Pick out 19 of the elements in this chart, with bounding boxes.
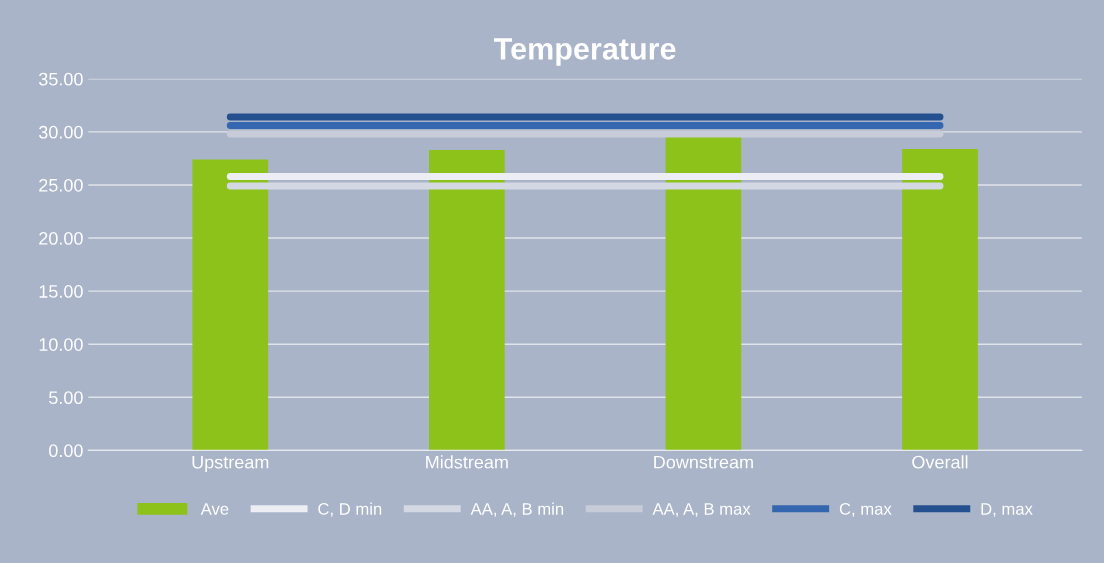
x-tick-label: Upstream bbox=[192, 455, 269, 473]
legend-label: D, max bbox=[981, 503, 1033, 517]
x-tick-label: Midstream bbox=[426, 455, 508, 469]
x-tick-label: Overall bbox=[912, 455, 968, 469]
y-tick-label: 10.00 bbox=[39, 338, 83, 351]
legend-label: AA, A, B max bbox=[652, 503, 751, 517]
x-tick-label: Downstream bbox=[654, 455, 753, 469]
y-tick-label: 0.00 bbox=[49, 444, 83, 458]
y-tick-label: 20.00 bbox=[39, 232, 83, 245]
chart-title: Temperature bbox=[494, 38, 676, 66]
y-tick-label: 30.00 bbox=[38, 125, 83, 139]
legend-label: C, D min bbox=[318, 502, 382, 517]
legend-label: AA, A, B min bbox=[470, 502, 564, 517]
y-tick-label: 15.00 bbox=[39, 285, 83, 298]
y-tick-label: 25.00 bbox=[39, 178, 83, 192]
y-tick-label: 35.00 bbox=[38, 72, 83, 86]
legend-label: C, max bbox=[839, 503, 892, 517]
y-tick-label: 5.00 bbox=[49, 391, 83, 405]
legend-label: Ave bbox=[200, 503, 229, 515]
